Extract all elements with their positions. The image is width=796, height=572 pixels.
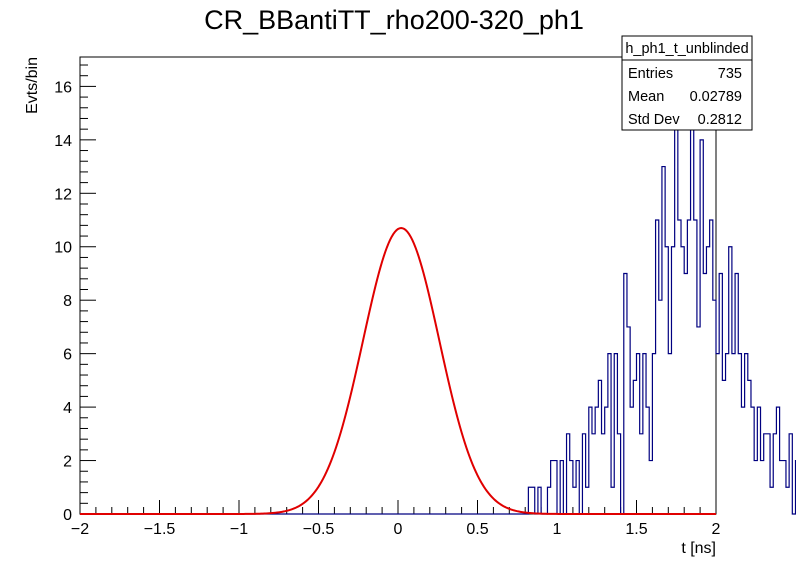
- stats-stddev-label: Std Dev: [628, 112, 680, 128]
- y-tick-label: 0: [63, 507, 72, 524]
- y-tick-label: 8: [63, 293, 72, 310]
- x-tick-label: 2: [712, 521, 721, 538]
- y-tick-label: 4: [63, 400, 72, 417]
- y-tick-label: 10: [54, 240, 72, 257]
- histogram-layer: [80, 59, 796, 515]
- stats-entries-label: Entries: [628, 66, 673, 82]
- x-tick-label: 0.5: [466, 521, 488, 538]
- gaussian-fit-curve: [80, 227, 716, 515]
- stats-box-name: h_ph1_t_unblinded: [625, 41, 748, 57]
- stats-box: h_ph1_t_unblinded Entries 735 Mean 0.027…: [621, 35, 753, 131]
- y-tick-label: 12: [54, 186, 72, 203]
- y-axis: 0 2 4 6 8 10 12 14 16: [54, 64, 96, 524]
- y-tick-label: 2: [63, 454, 72, 471]
- stats-mean-value: 0.02789: [690, 89, 742, 105]
- x-tick-label: −1: [230, 521, 248, 538]
- stats-mean-label: Mean: [628, 89, 664, 105]
- x-tick-label: −2: [71, 521, 89, 538]
- chart-title: CR_BBantiTT_rho200-320_ph1: [204, 5, 584, 35]
- x-tick-label: 0: [394, 521, 403, 538]
- x-tick-label: 1.5: [625, 521, 647, 538]
- y-tick-label: 14: [54, 133, 72, 150]
- fit-layer: [80, 227, 716, 515]
- y-tick-label: 16: [54, 79, 72, 96]
- x-tick-label: −0.5: [303, 521, 335, 538]
- stats-entries-value: 735: [718, 66, 742, 82]
- x-axis-label: t [ns]: [681, 540, 716, 557]
- histogram-series: [80, 59, 796, 515]
- stats-stddev-value: 0.2812: [698, 112, 742, 128]
- x-tick-label: 1: [553, 521, 562, 538]
- x-axis: −2 −1.5 −1 −0.5 0 0.5 1 1.5 2: [71, 500, 721, 538]
- x-tick-label: −1.5: [144, 521, 176, 538]
- y-tick-label: 6: [63, 347, 72, 364]
- y-axis-label: Evts/bin: [24, 57, 41, 114]
